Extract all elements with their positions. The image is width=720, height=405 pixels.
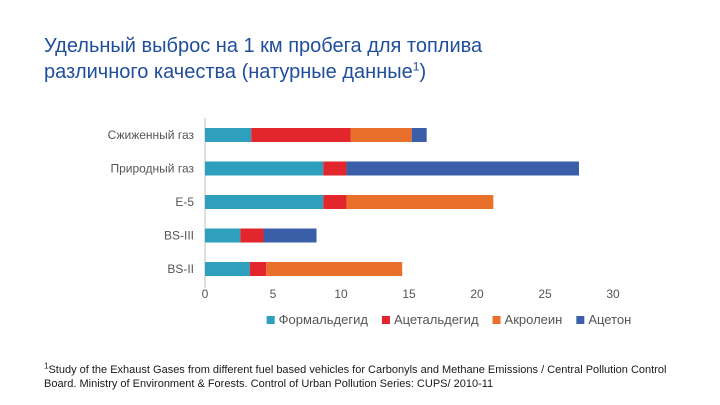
legend-swatch-акролеин — [492, 316, 501, 324]
x-tick-label-15: 15 — [402, 287, 416, 301]
bar-e-5-ацетальдегид — [323, 195, 347, 209]
bar-природный-газ-ацетальдегид — [323, 161, 347, 176]
chart-title-close: ) — [419, 61, 427, 83]
category-label-e-5: E-5 — [175, 195, 194, 209]
title-footnote-ref: 1 — [412, 59, 420, 74]
bar-природный-газ-формальдегид — [205, 161, 324, 176]
legend-label-акролеин: Акролеин — [505, 312, 563, 327]
footnote-text: Study of the Exhaust Gases from differen… — [44, 364, 667, 390]
bar-сжиженный-газ-формальдегид — [205, 128, 252, 142]
legend-label-ацетальдегид: Ацетальдегид — [394, 312, 479, 327]
bar-сжиженный-газ-акролеин — [350, 128, 412, 142]
bar-bs-iii-формальдегид — [205, 228, 241, 243]
x-tick-label-5: 5 — [270, 287, 277, 301]
chart-title: Удельный выброс на 1 км пробега для топл… — [44, 33, 564, 85]
footnote-ref: 1 — [44, 361, 49, 371]
bar-bs-iii-ацетон — [263, 228, 317, 243]
x-tick-label-20: 20 — [470, 287, 484, 301]
category-label-bs-iii: BS-III — [164, 229, 194, 243]
x-tick-label-0: 0 — [202, 287, 209, 301]
category-label-сжиженный-газ: Сжиженный газ — [108, 128, 195, 142]
x-tick-label-25: 25 — [538, 287, 552, 301]
legend-swatch-ацетальдегид — [381, 316, 390, 324]
legend-label-формальдегид: Формальдегид — [279, 312, 369, 327]
bar-e-5-формальдегид — [205, 195, 324, 209]
x-tick-label-30: 30 — [606, 287, 620, 301]
bar-bs-iii-ацетальдегид — [240, 228, 264, 243]
bar-e-5-акролеин — [346, 195, 494, 209]
x-tick-label-10: 10 — [334, 287, 348, 301]
category-label-природный-газ: Природный газ — [110, 162, 194, 176]
bar-bs-ii-формальдегид — [205, 262, 250, 276]
category-label-bs-ii: BS-II — [167, 262, 194, 276]
legend-swatch-формальдегид — [266, 316, 275, 324]
legend-label-ацетон: Ацетон — [588, 312, 631, 327]
bar-bs-ii-акролеин — [266, 262, 403, 276]
bar-bs-ii-ацетальдегид — [249, 262, 267, 276]
bar-природный-газ-ацетон — [346, 161, 579, 176]
bar-сжиженный-газ-ацетон — [411, 128, 427, 142]
bar-сжиженный-газ-ацетальдегид — [251, 128, 351, 142]
chart-title-text: Удельный выброс на 1 км пробега для топл… — [44, 35, 483, 83]
footnote: 1Study of the Exhaust Gases from differe… — [44, 361, 684, 391]
legend-swatch-ацетон — [576, 316, 585, 324]
